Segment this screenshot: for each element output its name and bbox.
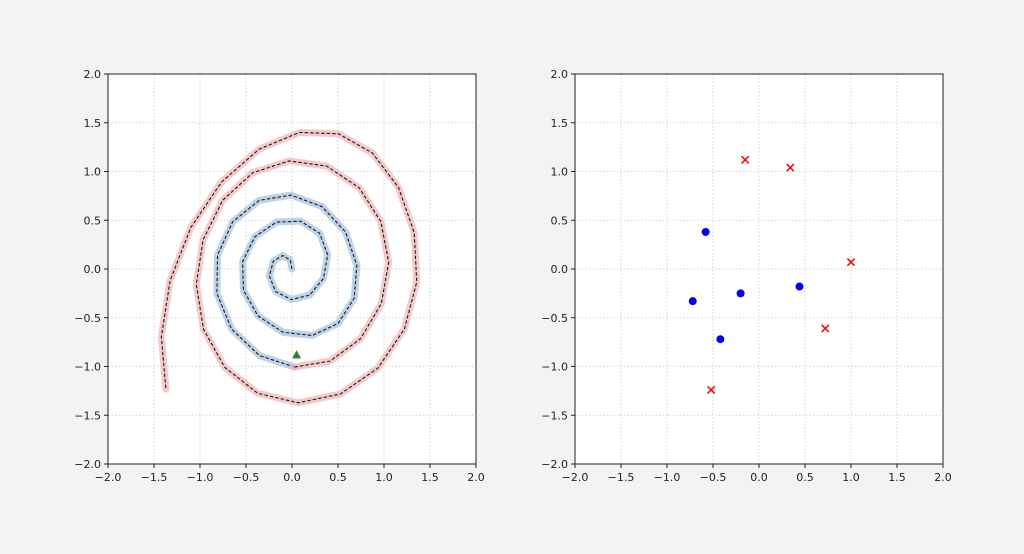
circle-point bbox=[795, 282, 804, 291]
x-point bbox=[786, 163, 795, 172]
x-tick-label: −1.5 bbox=[608, 471, 635, 484]
x-tick-label: 1.0 bbox=[842, 471, 860, 484]
y-tick-label: −0.5 bbox=[74, 312, 101, 325]
spiral-line-1 bbox=[160, 131, 418, 404]
x-point bbox=[741, 155, 750, 164]
y-tick-label: 1.5 bbox=[84, 117, 102, 130]
scatter-plot: −2.0 −1.5 −1.0 −0.5 0.0 0.5 1.0 1.5 2.0 −2.0 −1.5 −… bbox=[541, 68, 951, 484]
spiral-plot: −2.0 −1.5 −1.0 −0.5 0.0 0.5 1.0 1.5 2.0 −2.0 −1.5 −… bbox=[74, 68, 484, 484]
plot-area bbox=[575, 74, 943, 464]
x-tick-label: −1.0 bbox=[654, 471, 681, 484]
circle-point bbox=[701, 227, 710, 236]
y-tick-label: 0.0 bbox=[551, 263, 569, 276]
x-tick-label: 0.0 bbox=[750, 471, 768, 484]
x-tick-label: 1.5 bbox=[888, 471, 906, 484]
x-point bbox=[706, 385, 716, 395]
x-tick-label: 1.0 bbox=[375, 471, 393, 484]
y-tick-label: 2.0 bbox=[551, 68, 569, 81]
y-tick-label: 0.5 bbox=[84, 214, 102, 227]
circle-point bbox=[688, 297, 697, 306]
y-tick-label: 1.5 bbox=[551, 117, 569, 130]
circle-point bbox=[736, 289, 745, 298]
y-tick-label: −2.0 bbox=[541, 458, 568, 471]
x-tick-label: −2.0 bbox=[562, 471, 589, 484]
x-tick-label: 0.5 bbox=[796, 471, 814, 484]
y-tick-label: −1.5 bbox=[541, 409, 568, 422]
x-tick-label: −2.0 bbox=[95, 471, 122, 484]
x-tick-label: 2.0 bbox=[467, 471, 485, 484]
x-tick-label: 1.5 bbox=[421, 471, 439, 484]
x-point bbox=[846, 258, 856, 267]
x-tick-label: −0.5 bbox=[233, 471, 260, 484]
x-point bbox=[821, 324, 830, 333]
y-tick-label: −0.5 bbox=[541, 312, 568, 325]
y-tick-label: −2.0 bbox=[74, 458, 101, 471]
y-tick-label: 0.0 bbox=[84, 263, 102, 276]
x-tick-label: 2.0 bbox=[934, 471, 952, 484]
y-tick-label: 1.0 bbox=[551, 166, 569, 179]
x-tick-label: −0.5 bbox=[700, 471, 727, 484]
y-tick-label: −1.5 bbox=[74, 409, 101, 422]
spiral-line-0 bbox=[216, 194, 358, 368]
y-tick-label: 1.0 bbox=[84, 166, 102, 179]
triangle-marker bbox=[292, 350, 302, 359]
y-tick-label: −1.0 bbox=[541, 361, 568, 374]
x-tick-label: −1.0 bbox=[187, 471, 214, 484]
circle-point bbox=[716, 335, 725, 344]
y-tick-label: 0.5 bbox=[551, 214, 569, 227]
x-tick-label: 0.0 bbox=[283, 471, 301, 484]
x-tick-label: 0.5 bbox=[329, 471, 347, 484]
x-tick-label: −1.5 bbox=[141, 471, 168, 484]
y-tick-label: 2.0 bbox=[84, 68, 102, 81]
y-tick-label: −1.0 bbox=[74, 361, 101, 374]
